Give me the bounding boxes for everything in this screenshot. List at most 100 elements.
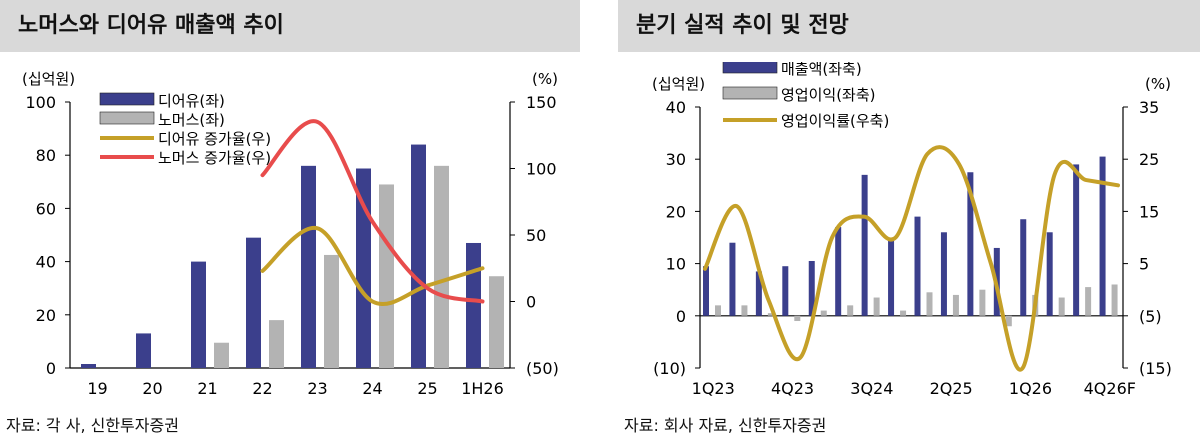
bar (379, 184, 394, 368)
bar (782, 266, 789, 316)
bar (1099, 156, 1106, 316)
bar (873, 297, 880, 316)
bar (835, 227, 842, 316)
y-left-tick-label: 30 (666, 150, 686, 169)
y-right-tick-label: 0 (526, 293, 536, 312)
bar (214, 342, 229, 368)
x-tick-label: 1Q23 (692, 379, 735, 398)
y-right-tick-label: (50) (526, 359, 559, 378)
x-tick-label: 25 (417, 379, 437, 398)
right-chart: (10) 0 10 20 30 40 (15) (5) 5 15 25 35 (십억원) (%) 1Q23 4… (652, 62, 1172, 398)
bar (1046, 232, 1053, 316)
y-left-tick-label: (10) (653, 359, 686, 378)
legend-swatch (722, 62, 778, 74)
legend-label: 디어유(좌) (158, 92, 225, 110)
bar (81, 364, 96, 368)
legend-label: 영업이익(좌축) (781, 86, 876, 104)
x-tick-label: 3Q24 (850, 379, 893, 398)
bar (703, 266, 709, 316)
legend-swatch (99, 92, 155, 106)
bar (820, 310, 827, 316)
legend-label: 매출액(좌축) (781, 62, 862, 78)
y-left-tick-label: 40 (666, 98, 686, 117)
bar (755, 271, 762, 316)
y-right-unit: (%) (532, 70, 558, 88)
y-left-unit: (십억원) (22, 70, 75, 88)
bar (794, 315, 801, 322)
bar (741, 305, 748, 316)
legend-label: 노머스 증가율(우) (158, 149, 271, 167)
y-right-tick-label: 35 (1139, 98, 1159, 117)
y-left-unit: (십억원) (652, 75, 705, 93)
bar (914, 216, 921, 316)
y-left-tick-label: 0 (46, 359, 56, 378)
x-tick-label: 1Q26 (1009, 379, 1052, 398)
bar (191, 261, 206, 368)
bar (301, 165, 316, 368)
x-tick-label: 19 (87, 379, 107, 398)
right-panel: 분기 실적 추이 및 전망 (10) 0 10 20 30 40 (15) (5) 5 15 25 3… (618, 0, 1200, 439)
x-tick-label: 24 (362, 379, 382, 398)
bar (1111, 284, 1118, 316)
y-right-tick-label: 5 (1139, 255, 1149, 274)
y-left-tick-label: 0 (676, 307, 686, 326)
bar (434, 165, 449, 368)
left-panel: 노머스와 디어유 매출액 추이 0 20 40 60 80 100 (50) 0 50 100 15… (0, 0, 580, 439)
series-line (260, 119, 485, 304)
x-tick-label: 1H26 (461, 379, 504, 398)
x-tick-label: 4Q23 (771, 379, 814, 398)
legend-label: 노머스(좌) (158, 111, 225, 129)
legend-label: 영업이익률(우축) (781, 112, 889, 130)
y-left-tick-label: 20 (36, 306, 56, 325)
y-right-tick-label: 100 (526, 160, 557, 179)
bar (715, 305, 721, 316)
bar (926, 292, 933, 316)
y-right-tick-label: 15 (1139, 202, 1159, 221)
bar (967, 172, 974, 316)
bar (888, 237, 895, 316)
x-tick-label: 20 (142, 379, 162, 398)
bar (489, 276, 504, 368)
y-right-tick-label: (5) (1139, 307, 1162, 326)
bar (808, 260, 815, 316)
x-tick-label: 4Q26F (1084, 379, 1136, 398)
x-tick-label: 23 (307, 379, 327, 398)
legend-swatch (99, 111, 155, 125)
y-left-tick-label: 80 (36, 146, 56, 165)
bar (269, 320, 284, 368)
left-source: 자료: 각 사, 신한투자증권 (6, 416, 179, 435)
x-tick-label: 22 (252, 379, 272, 398)
bar (246, 237, 261, 368)
y-right-tick-label: (15) (1139, 359, 1172, 378)
bar (1020, 219, 1027, 316)
bar (900, 310, 907, 316)
left-chart: 0 20 40 60 80 100 (50) 0 50 100 150 (십억원) (%) 19 20 21 2… (22, 70, 559, 398)
right-source: 자료: 회사 자료, 신한투자증권 (624, 416, 827, 435)
bar (847, 305, 854, 316)
bar (136, 333, 151, 368)
bar (1005, 315, 1012, 327)
bar (356, 168, 371, 368)
y-left-tick-label: 20 (666, 202, 686, 221)
y-right-tick-label: 50 (526, 226, 546, 245)
y-left-tick-label: 40 (36, 253, 56, 272)
bar (1085, 287, 1092, 316)
bar (861, 174, 868, 316)
bar (940, 232, 947, 316)
bar (1073, 164, 1080, 316)
x-tick-label: 21 (197, 379, 217, 398)
bar (767, 313, 774, 316)
bar (979, 289, 986, 316)
series-line (260, 226, 485, 306)
bar (466, 242, 481, 368)
bar (952, 294, 959, 316)
x-tick-label: 2Q25 (930, 379, 973, 398)
y-right-tick-label: 150 (526, 93, 557, 112)
legend-swatch (722, 86, 778, 100)
series-line (703, 145, 1120, 372)
bar (324, 254, 339, 368)
y-right-unit: (%) (1145, 75, 1171, 93)
y-left-tick-label: 10 (666, 255, 686, 274)
y-right-tick-label: 25 (1139, 150, 1159, 169)
y-left-tick-label: 60 (36, 199, 56, 218)
